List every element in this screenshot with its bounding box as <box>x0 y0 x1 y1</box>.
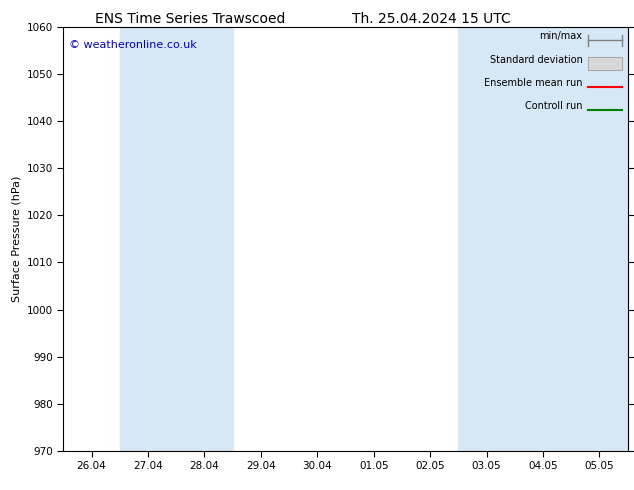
Text: Ensemble mean run: Ensemble mean run <box>484 78 583 88</box>
Y-axis label: Surface Pressure (hPa): Surface Pressure (hPa) <box>11 176 21 302</box>
Bar <box>120 27 233 451</box>
Bar <box>588 57 622 70</box>
Text: min/max: min/max <box>540 31 583 41</box>
Text: Controll run: Controll run <box>525 101 583 111</box>
Text: ENS Time Series Trawscoed: ENS Time Series Trawscoed <box>95 12 285 26</box>
Bar <box>458 27 628 451</box>
Text: © weatheronline.co.uk: © weatheronline.co.uk <box>69 40 197 49</box>
Text: Th. 25.04.2024 15 UTC: Th. 25.04.2024 15 UTC <box>352 12 510 26</box>
Text: Standard deviation: Standard deviation <box>489 54 583 65</box>
